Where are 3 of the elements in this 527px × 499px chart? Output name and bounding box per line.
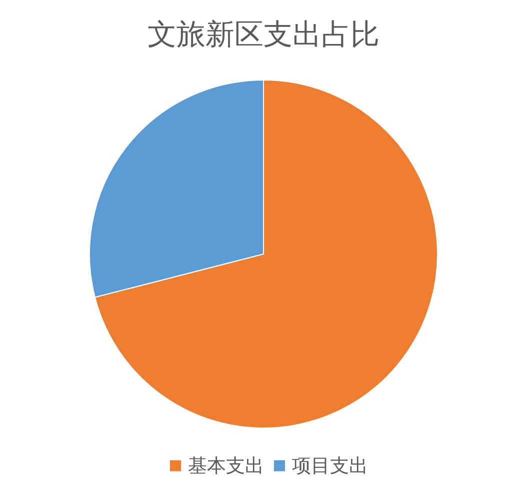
legend-label: 项目支出	[292, 454, 368, 477]
chart-title: 文旅新区支出占比	[148, 17, 380, 51]
legend-label: 基本支出	[188, 454, 264, 477]
